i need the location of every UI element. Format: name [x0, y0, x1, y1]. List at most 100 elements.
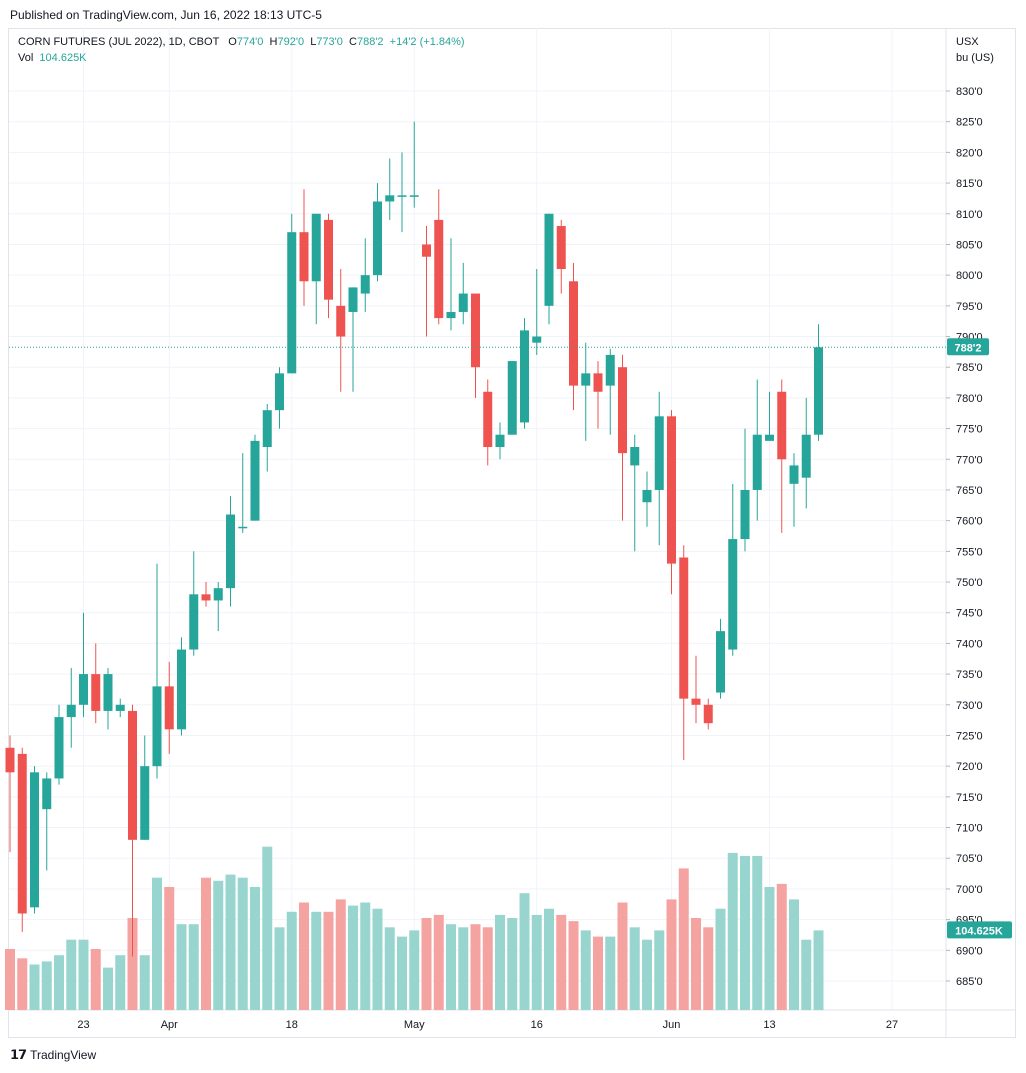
- volume-bar[interactable]: [519, 893, 530, 1010]
- candle-body[interactable]: [30, 772, 39, 908]
- volume-bar[interactable]: [752, 856, 763, 1010]
- legend-symbol[interactable]: CORN FUTURES (JUL 2022), 1D, CBOT: [18, 36, 220, 48]
- axis-currency[interactable]: USX bu (US): [956, 34, 994, 66]
- candle-body[interactable]: [5, 747, 15, 773]
- volume-bar[interactable]: [703, 927, 714, 1010]
- candle-body[interactable]: [679, 557, 689, 699]
- volume-bar[interactable]: [691, 918, 701, 1010]
- volume-bar[interactable]: [78, 939, 89, 1010]
- volume-bar[interactable]: [776, 883, 787, 1010]
- volume-bar[interactable]: [286, 911, 297, 1010]
- volume-bar[interactable]: [617, 902, 628, 1011]
- candle-body[interactable]: [801, 434, 811, 478]
- volume-bar[interactable]: [54, 955, 64, 1010]
- candle-body[interactable]: [226, 514, 235, 589]
- candle-body[interactable]: [691, 698, 701, 705]
- volume-bar[interactable]: [213, 880, 224, 1010]
- volume-bar[interactable]: [115, 955, 126, 1010]
- candle-body[interactable]: [299, 232, 309, 282]
- candle-body[interactable]: [397, 195, 407, 197]
- volume-bar[interactable]: [66, 939, 77, 1010]
- volume-bar[interactable]: [152, 877, 162, 1010]
- candle-body[interactable]: [103, 674, 113, 711]
- candle-body[interactable]: [250, 440, 260, 521]
- volume-bar[interactable]: [176, 924, 187, 1010]
- candle-body[interactable]: [324, 219, 333, 300]
- candle-body[interactable]: [140, 766, 150, 840]
- volume-bar[interactable]: [629, 927, 640, 1010]
- candle-body[interactable]: [483, 391, 493, 447]
- volume-bar[interactable]: [568, 921, 579, 1010]
- candle-body[interactable]: [201, 594, 211, 601]
- volume-bar[interactable]: [727, 852, 738, 1010]
- candle-body[interactable]: [740, 489, 750, 540]
- volume-bar[interactable]: [372, 908, 383, 1010]
- volume-bar[interactable]: [580, 930, 591, 1010]
- last-volume-tag[interactable]: [947, 921, 1012, 939]
- candle-body[interactable]: [128, 710, 137, 840]
- candle-body[interactable]: [385, 195, 395, 202]
- volume-bar[interactable]: [446, 924, 456, 1010]
- volume-bar[interactable]: [605, 936, 616, 1010]
- candle-body[interactable]: [177, 649, 186, 730]
- volume-bar[interactable]: [5, 949, 15, 1010]
- candle-body[interactable]: [495, 434, 505, 447]
- volume-bar[interactable]: [482, 927, 493, 1010]
- volume-bar[interactable]: [41, 961, 52, 1010]
- volume-bar[interactable]: [666, 899, 677, 1010]
- footer-brand[interactable]: 𝟭𝟳 TradingView: [10, 1047, 96, 1063]
- candle-body[interactable]: [507, 361, 517, 435]
- volume-bar[interactable]: [311, 911, 322, 1010]
- volume-bar[interactable]: [397, 936, 407, 1010]
- candle-body[interactable]: [336, 305, 346, 337]
- volume-bar[interactable]: [495, 914, 505, 1010]
- volume-bar[interactable]: [29, 964, 40, 1011]
- volume-bar[interactable]: [139, 955, 150, 1010]
- candle-body[interactable]: [275, 373, 284, 411]
- candle-body[interactable]: [79, 674, 88, 705]
- volume-bar[interactable]: [188, 924, 199, 1010]
- volume-bar[interactable]: [764, 887, 775, 1010]
- candle-body[interactable]: [703, 704, 713, 724]
- candle-body[interactable]: [532, 336, 542, 343]
- candle-body[interactable]: [238, 526, 248, 529]
- candle-body[interactable]: [311, 213, 321, 282]
- candle-body[interactable]: [17, 753, 27, 914]
- volume-bar[interactable]: [421, 918, 432, 1010]
- volume-bar[interactable]: [335, 899, 346, 1010]
- volume-bar[interactable]: [715, 908, 726, 1010]
- candle-body[interactable]: [42, 778, 52, 810]
- candle-body[interactable]: [544, 213, 554, 306]
- volume-bar[interactable]: [433, 914, 444, 1010]
- candle-body[interactable]: [667, 416, 676, 564]
- volume-bar[interactable]: [164, 887, 175, 1010]
- volume-bar[interactable]: [654, 930, 665, 1010]
- candle-body[interactable]: [765, 434, 774, 441]
- candle-body[interactable]: [593, 373, 603, 392]
- volume-bar[interactable]: [250, 887, 260, 1010]
- volume-bar[interactable]: [531, 914, 542, 1010]
- last-price-tag[interactable]: [947, 338, 989, 356]
- candle-body[interactable]: [458, 293, 468, 312]
- candle-body[interactable]: [446, 311, 456, 319]
- volume-bar[interactable]: [127, 918, 138, 1010]
- volume-bar[interactable]: [348, 905, 358, 1010]
- candle-body[interactable]: [605, 354, 615, 386]
- candle-body[interactable]: [422, 244, 431, 257]
- candle-body[interactable]: [654, 416, 664, 490]
- candle-body[interactable]: [409, 195, 419, 197]
- candle-body[interactable]: [91, 674, 101, 711]
- volume-bar[interactable]: [409, 930, 420, 1010]
- candle-body[interactable]: [569, 281, 578, 386]
- candle-body[interactable]: [752, 434, 762, 490]
- candle-body[interactable]: [471, 293, 480, 368]
- candle-body[interactable]: [642, 489, 652, 503]
- volume-bar[interactable]: [384, 927, 395, 1010]
- candle-body[interactable]: [777, 391, 787, 460]
- volume-bar[interactable]: [458, 927, 469, 1010]
- volume-bar[interactable]: [642, 939, 652, 1010]
- volume-bar[interactable]: [813, 930, 824, 1010]
- candle-body[interactable]: [213, 588, 223, 601]
- volume-bar[interactable]: [740, 856, 750, 1010]
- candle-body[interactable]: [262, 410, 272, 447]
